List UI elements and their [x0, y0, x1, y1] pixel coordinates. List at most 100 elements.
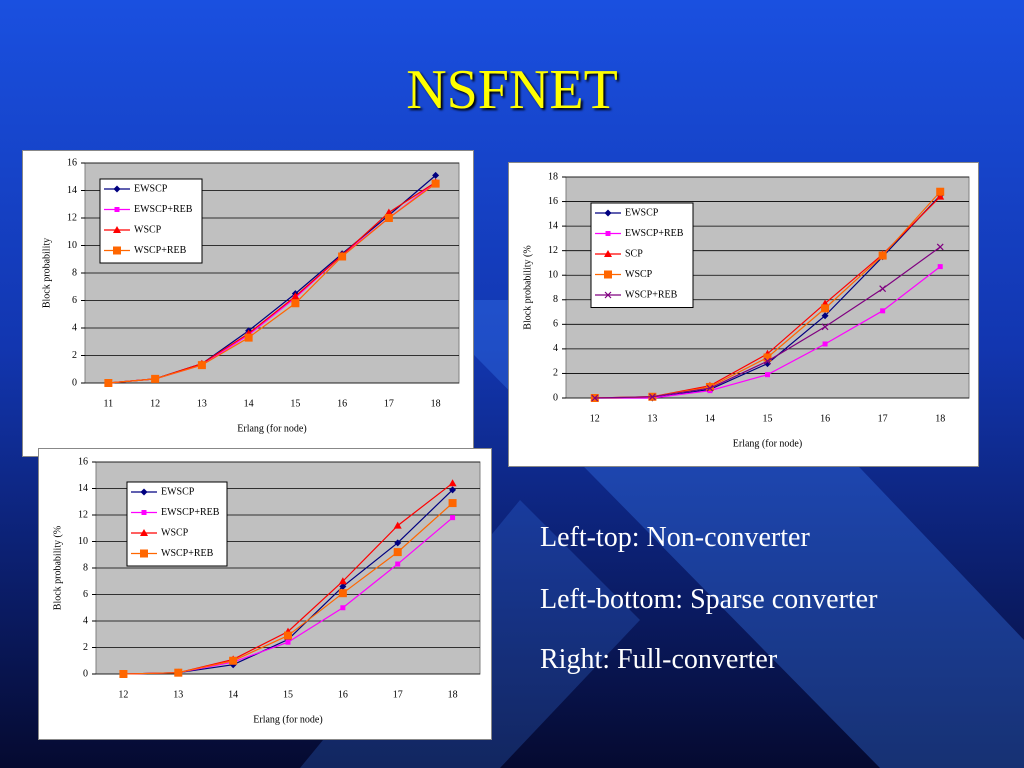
y-tick-label: 0 [83, 668, 88, 679]
note: Left-bottom: Sparse converter [540, 584, 878, 615]
marker [291, 292, 300, 300]
y-tick-label: 8 [553, 294, 558, 305]
legend-label: WSCP+REB [625, 289, 678, 300]
marker [197, 361, 206, 370]
x-tick-label: 16 [338, 689, 348, 700]
marker [432, 171, 440, 179]
marker [113, 246, 121, 255]
marker [764, 357, 771, 365]
x-tick-label: 16 [820, 413, 830, 424]
x-tick-label: 18 [431, 398, 441, 409]
y-axis-label: Block probability (% [522, 245, 533, 329]
note: Left-top: Non-converter [540, 522, 810, 553]
note: Right: Full-converter [540, 644, 778, 675]
y-tick-label: 10 [67, 240, 77, 251]
marker [431, 179, 440, 188]
marker [119, 670, 128, 678]
marker [821, 323, 829, 331]
marker [244, 333, 253, 342]
x-tick-label: 16 [337, 398, 347, 409]
y-tick-label: 6 [72, 295, 77, 306]
x-axis-label: Erlang (for node) [237, 423, 306, 434]
y-tick-label: 8 [83, 562, 88, 573]
y-axis-label: Block probability [41, 238, 52, 308]
x-tick-label: 14 [244, 398, 254, 409]
marker [763, 353, 772, 362]
marker [821, 304, 830, 313]
x-tick-label: 17 [384, 398, 394, 409]
marker [822, 341, 828, 347]
x-tick-label: 14 [228, 689, 238, 700]
marker [113, 226, 121, 233]
legend-label: EWSCP [134, 183, 168, 194]
y-tick-label: 10 [78, 536, 88, 547]
marker [140, 529, 148, 536]
y-tick-label: 14 [67, 185, 77, 196]
marker [285, 639, 291, 645]
marker [936, 243, 944, 251]
marker [114, 207, 120, 212]
marker [449, 486, 457, 494]
marker [340, 605, 346, 611]
y-tick-label: 10 [548, 270, 558, 281]
marker [450, 515, 456, 521]
slide-title: NSFNET [406, 59, 618, 121]
marker [284, 631, 292, 640]
marker [151, 374, 160, 383]
x-tick-label: 13 [197, 398, 207, 409]
marker [141, 510, 147, 515]
legend-label: WSCP+REB [161, 548, 214, 559]
marker [393, 548, 402, 557]
x-tick-label: 12 [150, 398, 160, 409]
y-tick-label: 2 [553, 368, 558, 379]
marker [140, 549, 148, 558]
y-tick-label: 16 [67, 157, 77, 168]
marker [648, 393, 656, 401]
x-tick-label: 12 [118, 689, 128, 700]
y-tick-label: 18 [548, 171, 558, 182]
marker [384, 214, 393, 222]
y-tick-label: 16 [548, 196, 558, 207]
x-axis-label: Erlang (for node) [253, 714, 322, 725]
legend-label: WSCP+REB [134, 245, 187, 256]
y-tick-label: 2 [83, 642, 88, 653]
chart: 0 2 4 6 8 10 12 14 16 11 12 13 14 15 16 17 18 Erlang (for… [22, 150, 474, 457]
y-tick-label: 6 [83, 589, 88, 600]
marker [140, 488, 148, 496]
x-tick-label: 15 [763, 413, 773, 424]
y-tick-label: 14 [78, 483, 88, 494]
legend-label: WSCP [134, 224, 162, 235]
series-line [108, 183, 436, 384]
legend-label: EWSCP+REB [134, 204, 193, 215]
x-tick-label: 14 [705, 413, 715, 424]
x-tick-label: 18 [935, 413, 945, 424]
marker [604, 270, 612, 279]
legend-label: SCP [625, 248, 643, 259]
marker [448, 499, 457, 508]
legend-label: EWSCP+REB [625, 228, 684, 239]
marker [384, 208, 393, 216]
x-tick-label: 17 [393, 689, 403, 700]
x-tick-label: 15 [290, 398, 300, 409]
marker [936, 192, 945, 200]
marker [338, 577, 347, 585]
marker [765, 372, 770, 378]
marker [394, 539, 402, 547]
marker [104, 379, 113, 387]
y-tick-label: 12 [548, 245, 558, 256]
y-tick-label: 12 [78, 509, 88, 520]
x-axis-label: Erlang (for node) [733, 438, 802, 449]
marker [821, 312, 829, 320]
y-tick-label: 14 [548, 220, 558, 231]
marker [936, 187, 945, 196]
y-tick-label: 4 [83, 615, 88, 626]
marker [604, 209, 612, 217]
marker [448, 479, 457, 487]
marker [395, 561, 401, 567]
marker [937, 264, 943, 270]
marker [604, 250, 612, 257]
x-tick-label: 15 [283, 689, 293, 700]
marker [878, 251, 887, 260]
marker [338, 589, 347, 598]
x-tick-label: 17 [878, 413, 888, 424]
